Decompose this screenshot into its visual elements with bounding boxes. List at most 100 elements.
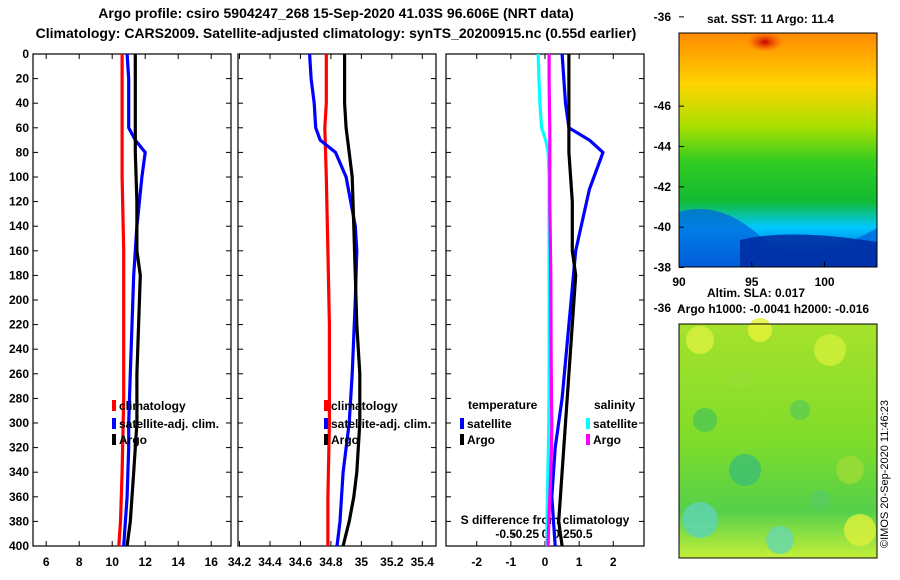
x-tick-label-salinity: 0.5 xyxy=(576,527,593,541)
lat-tick-label: -36 xyxy=(654,301,672,315)
y-tick-label: 340 xyxy=(9,465,29,479)
x-tick-label: 34.4 xyxy=(258,555,282,569)
x-tick-label: 2 xyxy=(610,555,617,569)
sst-cold-core xyxy=(740,234,877,267)
legend-label: satellite xyxy=(593,417,638,431)
y-tick-label: 140 xyxy=(9,219,29,233)
x-tick-label-salinity: 0 xyxy=(542,527,549,541)
legend-swatch xyxy=(460,434,464,445)
legend-swatch xyxy=(324,418,328,429)
y-tick-label: 120 xyxy=(9,195,29,209)
legend-swatch xyxy=(460,418,464,429)
y-tick-label: 380 xyxy=(9,514,29,528)
y-tick-label: 0 xyxy=(22,47,29,61)
legend-swatch xyxy=(586,418,590,429)
x-tick-label: 34.8 xyxy=(319,555,343,569)
lat-tick-label: -44 xyxy=(654,139,672,153)
panel-temperature: 0 20 40 60 80 100 120 140 160 180 200 220 240 260 280 3… xyxy=(9,47,232,569)
timestamp: ©IMOS 20-Sep-2020 11:46:23 xyxy=(879,400,891,548)
legend-label: climatology xyxy=(331,399,398,413)
sla-map-title-line2: Argo h1000: -0.0041 h2000: -0.016 xyxy=(677,302,870,316)
sla-map: -36 -38 -40 -42 -44 -46 xyxy=(654,99,878,559)
y-tick-label: 400 xyxy=(9,539,29,553)
y-tick-label: 320 xyxy=(9,441,29,455)
lat-tick-label: -36 xyxy=(654,10,672,24)
x-tick-label-salinity: 0.25 xyxy=(553,527,577,541)
series-temperature-Argo xyxy=(557,54,578,547)
x-tick-label: -1 xyxy=(506,555,517,569)
y-tick-label: 100 xyxy=(9,170,29,184)
sla-anomaly xyxy=(730,370,750,390)
x-tick-label: 35.2 xyxy=(380,555,404,569)
x-tick-label: 34.6 xyxy=(289,555,313,569)
x-tick-label: 8 xyxy=(76,555,83,569)
sla-anomaly xyxy=(693,408,717,432)
legend-label: satellite-adj. clim. xyxy=(119,417,219,431)
legend-label: Argo xyxy=(119,433,147,447)
y-tick-label: 20 xyxy=(16,72,30,86)
y-tick-label: 280 xyxy=(9,391,29,405)
legend-label: satellite-adj. clim. xyxy=(331,417,431,431)
sla-map-title-line1: Altim. SLA: 0.017 xyxy=(707,286,806,300)
plot-frame xyxy=(445,53,645,547)
y-tick-label: 300 xyxy=(9,416,29,430)
legend-swatch xyxy=(112,434,116,445)
sla-anomaly xyxy=(748,318,772,342)
x-tick-label: 6 xyxy=(43,555,50,569)
lon-tick-label: 100 xyxy=(815,275,835,289)
x-tick-label: 35 xyxy=(355,555,369,569)
x-tick-label: 0 xyxy=(542,555,549,569)
sla-anomaly xyxy=(790,400,810,420)
sla-anomaly xyxy=(682,502,718,538)
y-tick-label: 260 xyxy=(9,367,29,381)
sla-anomaly xyxy=(814,334,846,366)
x-tick-label: 10 xyxy=(106,555,120,569)
x-tick-label: 1 xyxy=(576,555,583,569)
legend-swatch xyxy=(324,400,328,411)
y-tick-label: 220 xyxy=(9,318,29,332)
lon-tick-label: 90 xyxy=(672,275,686,289)
sst-map-title: sat. SST: 11 Argo: 11.4 xyxy=(707,12,834,26)
sla-frame xyxy=(678,323,878,559)
sla-anomaly xyxy=(836,456,864,484)
panel-difference-from-climatology: -2 -1 0 1 2 -0.5-0.25 0 0.25 0.5S difference fro… xyxy=(445,53,645,569)
series-salinity-Argo xyxy=(546,54,554,547)
x-tick-label: -2 xyxy=(471,555,482,569)
sla-anomaly xyxy=(686,326,714,354)
series-climatology xyxy=(323,54,331,546)
x-tick-label: 14 xyxy=(172,555,186,569)
series-climatology xyxy=(117,54,126,547)
legend-title-salinity: salinity xyxy=(594,398,636,412)
figure-title-line2: Climatology: CARS2009. Satellite-adjuste… xyxy=(35,25,637,41)
chart-title: S difference from climatology xyxy=(461,513,630,527)
legend-swatch xyxy=(112,400,116,411)
legend-swatch xyxy=(586,434,590,445)
y-tick-label: 160 xyxy=(9,244,29,258)
lat-tick-label: -38 xyxy=(654,261,672,275)
legend-swatch xyxy=(324,434,328,445)
plot-frame xyxy=(237,53,437,547)
series-Argo xyxy=(125,54,142,547)
x-tick-label-salinity: -0.25 xyxy=(512,527,540,541)
y-tick-label: 180 xyxy=(9,268,29,282)
sst-map: -36 -38 -40 -42 -44 -46 90 95 100 xyxy=(654,10,878,289)
y-tick-label: 200 xyxy=(9,293,29,307)
y-tick-label: 360 xyxy=(9,490,29,504)
x-tick-label: 12 xyxy=(139,555,153,569)
x-tick-label-salinity: -0.5 xyxy=(495,527,516,541)
sla-anomaly xyxy=(844,514,876,546)
legend-label: satellite xyxy=(467,417,512,431)
figure-title-line1: Argo profile: csiro 5904247_268 15-Sep-2… xyxy=(98,5,574,21)
lon-tick-label: 95 xyxy=(745,275,759,289)
x-tick-label: 16 xyxy=(205,555,219,569)
legend-label: Argo xyxy=(331,433,359,447)
legend-title-temperature: temperature xyxy=(468,398,538,412)
legend-label: climatology xyxy=(119,399,186,413)
series-Argo xyxy=(341,54,362,547)
sst-frame xyxy=(678,32,878,268)
sla-anomaly xyxy=(810,490,830,510)
sla-anomaly xyxy=(766,526,794,554)
x-tick-label: 35.4 xyxy=(411,555,435,569)
legend-label: Argo xyxy=(593,433,621,447)
